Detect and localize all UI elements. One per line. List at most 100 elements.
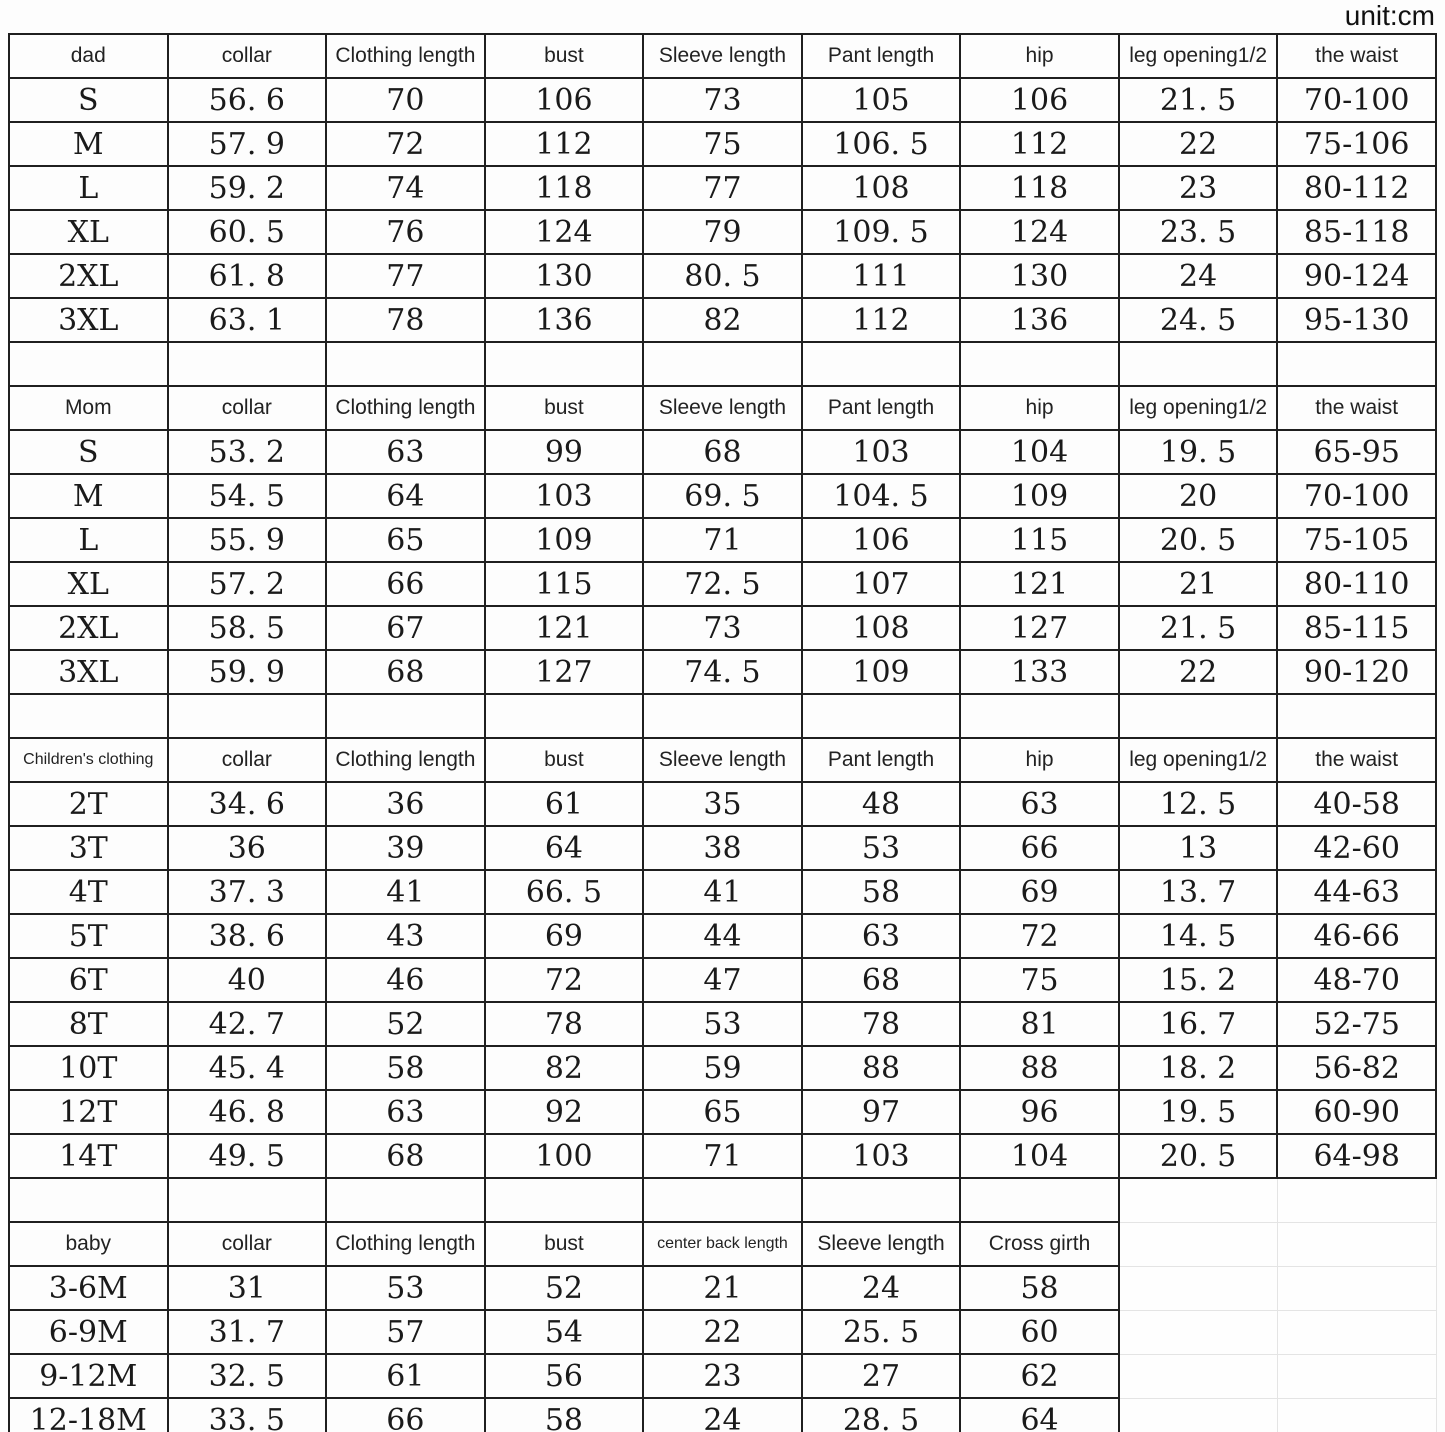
value-cell: 68 — [642, 429, 803, 475]
value-cell: 65-95 — [1276, 429, 1437, 475]
column-header-cell: bust — [483, 33, 645, 79]
column-header-cell: collar — [166, 385, 328, 431]
value-cell: 21. 5 — [1117, 605, 1279, 651]
value-cell: 68 — [800, 957, 962, 1003]
empty-cell — [8, 341, 169, 387]
value-cell: 55. 9 — [166, 517, 328, 563]
size-cell: 5T — [8, 913, 169, 959]
column-header-cell: the waist — [1276, 385, 1437, 431]
value-cell: 48 — [800, 781, 962, 827]
spacer-row — [8, 1177, 1437, 1223]
value-cell: 108 — [800, 165, 962, 211]
value-cell: 62 — [959, 1353, 1120, 1399]
table-row: 3XL 63. 1 78 136 82 112 136 24. 5 95-130 — [8, 297, 1437, 343]
value-cell: 66 — [325, 1397, 486, 1432]
value-cell: 90-120 — [1276, 649, 1437, 695]
value-cell: 133 — [959, 649, 1120, 695]
value-cell: 69 — [959, 869, 1120, 915]
value-cell: 48-70 — [1276, 957, 1437, 1003]
column-header-cell: the waist — [1276, 737, 1437, 783]
value-cell: 76 — [325, 209, 486, 255]
empty-cell — [166, 1177, 328, 1223]
size-cell: 4T — [8, 869, 169, 915]
size-cell: XL — [8, 209, 169, 255]
value-cell: 109 — [800, 649, 962, 695]
empty-cell — [1118, 1177, 1278, 1223]
empty-cell — [1276, 693, 1437, 739]
value-cell: 24. 5 — [1117, 297, 1279, 343]
table-row: XL 57. 2 66 115 72. 5 107 121 21 80-110 — [8, 561, 1437, 607]
empty-cell — [1117, 693, 1279, 739]
empty-cell — [1276, 1265, 1437, 1311]
size-cell: S — [8, 429, 169, 475]
size-cell: 6T — [8, 957, 169, 1003]
value-cell: 108 — [800, 605, 962, 651]
size-cell: 10T — [8, 1045, 169, 1091]
size-cell: 8T — [8, 1001, 169, 1047]
section-header-row: baby collar Clothing length bust center back… — [8, 1221, 1437, 1267]
empty-cell — [1276, 1309, 1437, 1355]
value-cell: 63. 1 — [166, 297, 328, 343]
value-cell: 58 — [800, 869, 962, 915]
value-cell: 42-60 — [1276, 825, 1437, 871]
table-row: XL 60. 5 76 124 79 109. 5 124 23. 5 85-118 — [8, 209, 1437, 255]
table-row: 3XL 59. 9 68 127 74. 5 109 133 22 90-120 — [8, 649, 1437, 695]
value-cell: 127 — [483, 649, 645, 695]
value-cell: 46. 8 — [166, 1089, 328, 1135]
value-cell: 75-105 — [1276, 517, 1437, 563]
size-cell: 12T — [8, 1089, 169, 1135]
value-cell: 53 — [642, 1001, 803, 1047]
value-cell: 59 — [642, 1045, 803, 1091]
value-cell: 124 — [483, 209, 645, 255]
value-cell: 99 — [483, 429, 645, 475]
empty-cell — [325, 1177, 486, 1223]
column-header-cell: the waist — [1276, 33, 1437, 79]
value-cell: 81 — [959, 1001, 1120, 1047]
value-cell: 85-115 — [1276, 605, 1437, 651]
section-title-cell: Mom — [8, 385, 169, 431]
empty-cell — [800, 693, 962, 739]
value-cell: 104. 5 — [800, 473, 962, 519]
value-cell: 95-130 — [1276, 297, 1437, 343]
value-cell: 32. 5 — [166, 1353, 328, 1399]
value-cell: 72. 5 — [642, 561, 803, 607]
value-cell: 16. 7 — [1117, 1001, 1279, 1047]
value-cell: 71 — [642, 517, 803, 563]
unit-label: unit:cm — [1344, 0, 1435, 31]
value-cell: 75 — [642, 121, 803, 167]
value-cell: 22 — [1117, 649, 1279, 695]
value-cell: 109. 5 — [800, 209, 962, 255]
empty-cell — [1118, 1353, 1278, 1399]
column-header-cell: Clothing length — [325, 385, 486, 431]
size-cell: 3XL — [8, 297, 169, 343]
value-cell: 85-118 — [1276, 209, 1437, 255]
empty-cell — [1118, 1265, 1278, 1311]
value-cell: 109 — [959, 473, 1120, 519]
value-cell: 72 — [325, 121, 486, 167]
value-cell: 70-100 — [1276, 77, 1437, 123]
size-cell: 12-18M — [8, 1397, 169, 1432]
value-cell: 49. 5 — [166, 1133, 328, 1179]
value-cell: 47 — [642, 957, 803, 1003]
value-cell: 41 — [642, 869, 803, 915]
empty-cell — [1118, 1221, 1278, 1267]
value-cell: 61. 8 — [166, 253, 328, 299]
value-cell: 112 — [959, 121, 1120, 167]
value-cell: 33. 5 — [166, 1397, 328, 1432]
column-header-cell: Sleeve length — [642, 33, 803, 79]
value-cell: 58. 5 — [166, 605, 328, 651]
value-cell: 60 — [959, 1309, 1120, 1355]
column-header-cell: leg opening1/2 — [1117, 737, 1279, 783]
value-cell: 39 — [325, 825, 486, 871]
empty-cell — [8, 693, 169, 739]
empty-cell — [1276, 341, 1437, 387]
value-cell: 43 — [325, 913, 486, 959]
table-row: 2XL 58. 5 67 121 73 108 127 21. 5 85-115 — [8, 605, 1437, 651]
empty-cell — [642, 341, 803, 387]
table-row: 2XL 61. 8 77 130 80. 5 111 130 24 90-124 — [8, 253, 1437, 299]
value-cell: 53 — [800, 825, 962, 871]
value-cell: 12. 5 — [1117, 781, 1279, 827]
value-cell: 40-58 — [1276, 781, 1437, 827]
empty-cell — [1118, 1397, 1278, 1432]
value-cell: 36 — [166, 825, 328, 871]
